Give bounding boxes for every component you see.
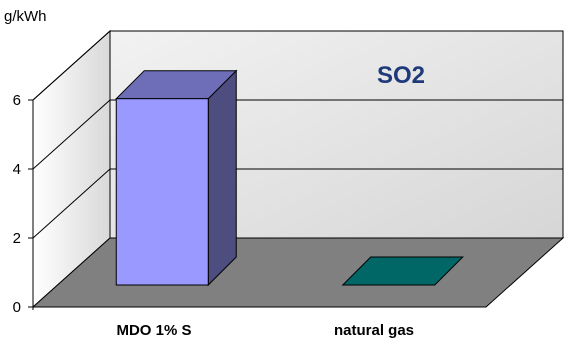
bars [115,69,464,287]
y-axis-unit-label: g/kWh [4,8,47,25]
y-tick-label: 2 [13,230,21,247]
gridline-side [32,168,111,239]
chart-floor [31,237,565,308]
category-label: natural gas [334,322,414,339]
category-labels: MDO 1% S natural gas [116,322,414,339]
y-tick-marks [28,99,33,308]
chart-title: SO2 [377,62,425,89]
bar-top-face [341,256,464,286]
y-tick-label: 0 [13,299,21,316]
y-tick-labels: 0 2 4 6 [13,92,21,316]
bar-side-face [207,69,237,287]
category-label: MDO 1% S [116,322,191,339]
bar-1 [341,256,464,286]
y-tick-label: 4 [13,161,21,178]
gridline-side [32,99,111,170]
bar-front-face [115,98,209,286]
gridline-side [32,30,111,101]
bar-0 [115,69,238,287]
y-tick-label: 6 [13,92,21,109]
